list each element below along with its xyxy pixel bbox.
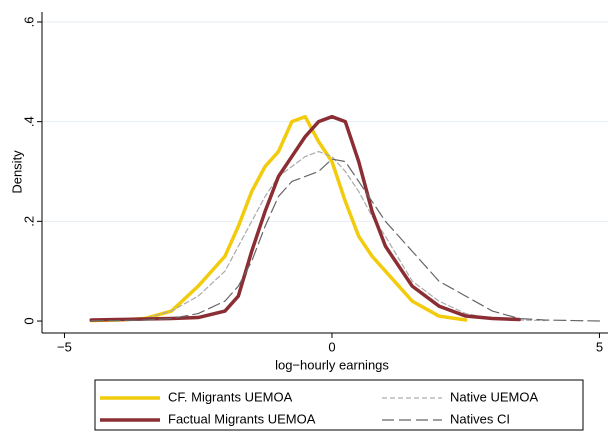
density-curve: [89, 114, 521, 322]
plot-area: [42, 12, 608, 333]
legend-label: CF. Migrants UEMOA: [168, 389, 293, 404]
density-curve: [89, 114, 468, 323]
density-curve: [90, 150, 547, 322]
y-tick-label: 0: [21, 317, 36, 324]
y-tick-label: .6: [21, 17, 36, 28]
x-tick-label: 0: [328, 339, 335, 354]
legend-label: Native UEMOA: [450, 389, 538, 404]
x-axis-label: log−hourly earnings: [275, 357, 389, 372]
y-tick-label: .2: [21, 216, 36, 227]
x-tick-label: −5: [57, 339, 72, 354]
legend-label: Natives CI: [450, 411, 510, 426]
legend-box: [94, 379, 584, 431]
x-tick-label: 5: [596, 339, 603, 354]
density-curve: [90, 158, 601, 322]
y-axis-label: Density: [9, 150, 24, 194]
legend-label: Factual Migrants UEMOA: [168, 411, 316, 426]
y-tick-label: .4: [21, 116, 36, 127]
